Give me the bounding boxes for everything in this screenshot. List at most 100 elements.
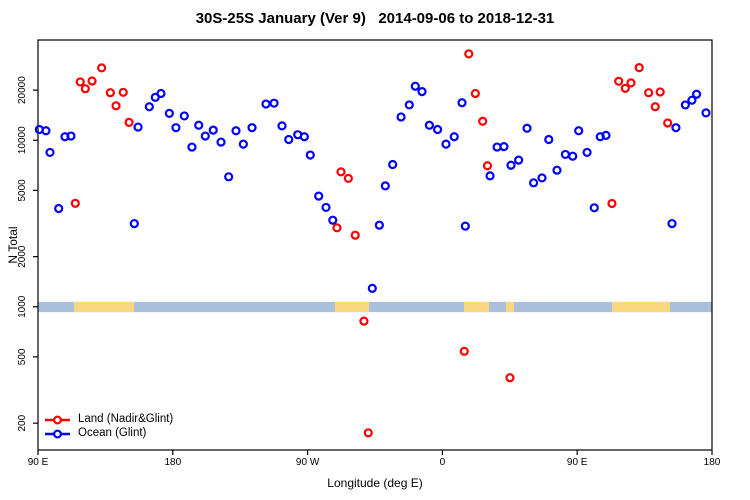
chart-title: 30S-25S January (Ver 9) 2014-09-06 to 20…	[195, 10, 555, 27]
data-point-land	[332, 223, 342, 233]
data-point-ocean	[601, 130, 611, 140]
data-point-ocean	[457, 98, 467, 108]
data-point-land	[87, 76, 97, 86]
land-segment	[505, 301, 514, 313]
data-point-ocean	[424, 120, 434, 130]
data-point-ocean	[54, 203, 64, 214]
land-series-marker-icon	[45, 414, 70, 425]
data-point-ocean	[380, 181, 390, 191]
data-point-ocean	[544, 134, 554, 145]
data-point-ocean	[194, 120, 204, 130]
data-point-land	[459, 346, 469, 356]
legend-label-ocean: Ocean (Glint)	[78, 427, 147, 439]
data-point-ocean	[45, 147, 55, 158]
data-point-ocean	[314, 191, 324, 201]
data-point-ocean	[66, 131, 76, 141]
legend-label-land: Land (Nadir&Glint)	[78, 413, 174, 425]
y-tick-label: 200	[17, 414, 28, 431]
data-point-land	[505, 373, 515, 383]
data-point-ocean	[410, 81, 420, 91]
legend: Land (Nadir&Glint) Ocean (Glint)	[44, 413, 173, 440]
data-point-ocean	[224, 172, 234, 182]
data-point-ocean	[433, 124, 443, 135]
data-point-ocean	[537, 173, 547, 183]
data-point-land	[634, 63, 644, 73]
x-tick-label: 180	[164, 457, 181, 468]
data-point-land	[118, 87, 128, 97]
x-tick-label: 90 E	[567, 457, 588, 468]
ocean-series-marker-icon	[45, 428, 70, 439]
data-point-ocean	[680, 100, 690, 110]
data-point-ocean	[144, 102, 154, 112]
data-point-ocean	[269, 98, 279, 108]
x-tick-label: 90 E	[28, 457, 49, 468]
data-point-ocean	[589, 203, 599, 213]
data-point-land	[124, 117, 134, 128]
x-tick-label: 180	[704, 457, 721, 468]
data-point-land	[650, 102, 660, 112]
data-point-ocean	[200, 131, 210, 141]
data-point-ocean	[506, 160, 516, 170]
data-point-ocean	[238, 139, 248, 149]
data-point-ocean	[208, 125, 218, 135]
data-point-ocean	[261, 99, 271, 109]
data-point-ocean	[396, 112, 406, 122]
data-point-ocean	[552, 165, 562, 175]
x-tick-label: 90 W	[296, 457, 320, 468]
data-point-ocean	[321, 202, 331, 213]
data-point-land	[482, 161, 493, 171]
legend-item-land: Land (Nadir&Glint)	[44, 413, 173, 426]
data-point-ocean	[485, 171, 495, 181]
data-point-ocean	[247, 123, 257, 133]
data-point-ocean	[367, 283, 377, 293]
data-point-land	[464, 49, 474, 59]
data-point-land	[470, 88, 480, 99]
data-point-land	[607, 198, 617, 209]
y-tick-label: 500	[17, 348, 28, 365]
data-point-ocean	[171, 123, 181, 133]
data-point-ocean	[133, 122, 143, 132]
data-point-ocean	[417, 86, 427, 97]
data-point-ocean	[187, 142, 197, 152]
data-point-land	[105, 88, 115, 98]
data-point-ocean	[499, 141, 509, 152]
land-segment	[335, 301, 370, 313]
data-point-land	[478, 116, 488, 126]
data-point-ocean	[388, 159, 398, 170]
x-tick-label: 0	[440, 457, 446, 468]
data-point-ocean	[284, 134, 294, 145]
data-point-land	[620, 83, 630, 93]
data-point-land	[111, 101, 121, 111]
data-point-ocean	[404, 100, 414, 110]
y-tick-label: 10000	[17, 126, 28, 154]
data-point-ocean	[687, 95, 697, 105]
data-point-land	[75, 77, 85, 87]
data-point-ocean	[216, 137, 226, 147]
data-point-ocean	[522, 123, 532, 133]
data-point-ocean	[156, 88, 166, 99]
data-point-ocean	[691, 89, 702, 99]
data-point-land	[614, 76, 624, 86]
data-point-land	[655, 87, 665, 97]
data-point-ocean	[277, 121, 287, 131]
data-point-ocean	[514, 155, 524, 165]
data-point-land	[663, 118, 673, 128]
x-axis-title: Longitude (deg E)	[327, 476, 423, 490]
data-point-ocean	[164, 108, 174, 118]
data-point-ocean	[701, 108, 711, 118]
y-tick-label: 1000	[17, 295, 28, 318]
data-point-land	[343, 173, 353, 184]
data-point-land	[644, 88, 654, 98]
legend-item-ocean: Ocean (Glint)	[44, 427, 173, 440]
data-point-ocean	[449, 132, 459, 142]
data-point-land	[359, 316, 369, 326]
data-point-ocean	[560, 149, 570, 160]
data-point-ocean	[568, 151, 578, 161]
data-point-land	[97, 63, 107, 73]
data-point-ocean	[582, 147, 592, 158]
data-point-land	[80, 84, 90, 94]
data-point-ocean	[305, 150, 315, 160]
data-point-land	[626, 78, 636, 88]
data-point-ocean	[441, 139, 451, 149]
